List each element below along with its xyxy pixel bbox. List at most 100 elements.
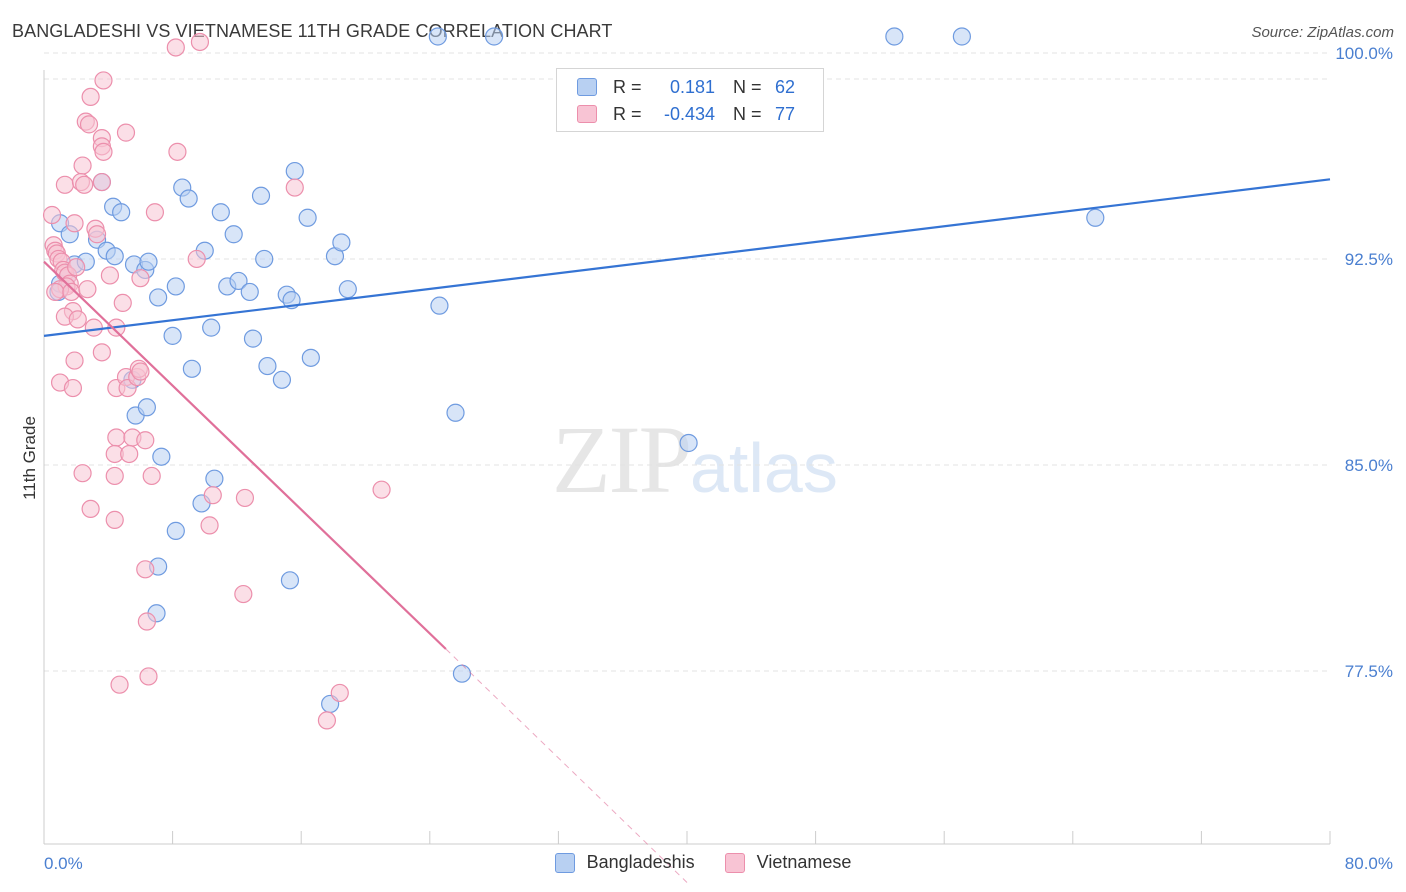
legend-n-value: 62: [775, 76, 796, 97]
vietnamese-point: [330, 683, 349, 703]
vietnamese-point: [105, 466, 124, 486]
bangladeshi-point: [428, 27, 447, 46]
label-layer: 11th Grade 0.0% 80.0% 77.5% 85.0% 92.5% 100…: [20, 44, 1393, 873]
vietnamese-point: [131, 269, 150, 288]
series-legend-bangladeshis[interactable]: Bangladeshis: [554, 852, 695, 873]
bangladeshi-point: [112, 203, 131, 222]
bangladeshi-point: [163, 326, 182, 345]
bangladeshi-point: [679, 433, 698, 453]
legend-n-label: N =: [733, 76, 762, 97]
vietnamese-point: [285, 178, 304, 197]
source-label: Source: ZipAtlas.com: [1251, 24, 1394, 41]
vietnamese-point: [105, 510, 124, 529]
bangladeshi-point: [255, 249, 274, 269]
correlation-legend: R = 0.181 N = 62 R = -0.434 N = 77: [556, 68, 824, 132]
vietnamese-point: [166, 38, 185, 57]
bangladeshi-trend-line: [43, 178, 1331, 337]
bangladeshi-point: [258, 356, 277, 376]
vietnamese-trend-extension: [445, 648, 688, 883]
vietnamese-point: [136, 560, 155, 579]
y-tick-label: 92.5%: [1345, 250, 1393, 269]
vietnamese-point: [62, 282, 81, 302]
trend-layer: [43, 178, 1331, 883]
vietnamese-point: [78, 280, 97, 299]
bangladeshi-point: [301, 348, 320, 367]
vietnamese-point: [79, 115, 99, 134]
series-swatch-blue: [554, 852, 575, 873]
vietnamese-point: [73, 156, 92, 175]
legend-row-bangladeshis: R = 0.181 N = 62: [577, 74, 795, 100]
bangladeshi-point: [240, 282, 259, 302]
series-legend-vietnamese[interactable]: Vietnamese: [724, 852, 851, 873]
bangladeshi-point: [179, 189, 198, 208]
legend-n-value: 77: [775, 103, 796, 124]
vietnamese-point: [73, 464, 92, 483]
vietnamese-point: [107, 428, 126, 447]
vietnamese-point: [190, 32, 210, 52]
watermark-zip: ZIP: [552, 406, 692, 513]
bangladeshi-point: [139, 252, 158, 271]
bangladeshi-point: [332, 233, 351, 252]
vietnamese-point: [68, 310, 87, 329]
vietnamese-point: [113, 293, 132, 313]
vietnamese-point: [120, 444, 139, 464]
vietnamese-point: [100, 266, 120, 285]
legend-swatch-pink: [577, 105, 597, 123]
y-tick-label: 85.0%: [1345, 456, 1393, 475]
vietnamese-point: [372, 480, 391, 499]
bangladeshi-point: [952, 27, 971, 46]
vietnamese-point: [200, 516, 219, 535]
vietnamese-trend-line: [43, 260, 447, 650]
bangladeshi-point: [137, 398, 156, 417]
vietnamese-point: [142, 466, 161, 486]
bangladeshi-point: [166, 521, 185, 540]
bangladeshi-point: [280, 571, 300, 590]
vietnamese-point: [65, 214, 84, 233]
vietnamese-point: [235, 488, 255, 508]
vietnamese-point: [46, 282, 65, 302]
vietnamese-point: [92, 172, 111, 192]
bangladeshi-point: [211, 203, 230, 222]
bangladeshi-point: [152, 447, 171, 466]
grid-layer: [44, 52, 1330, 672]
chart-title: BANGLADESHI VS VIETNAMESE 11TH GRADE COR…: [12, 21, 613, 41]
bangladeshi-point: [166, 277, 185, 296]
bangladeshi-point: [229, 271, 248, 291]
bangladeshi-point: [224, 225, 243, 244]
vietnamese-point: [317, 711, 337, 730]
vietnamese-point: [203, 486, 222, 505]
x-tick-label-min: 0.0%: [44, 854, 83, 873]
vietnamese-point: [75, 175, 94, 194]
vietnamese-point: [84, 318, 103, 337]
vietnamese-point: [234, 584, 253, 604]
vietnamese-point: [187, 249, 206, 269]
bangladeshi-point: [182, 359, 201, 378]
vietnamese-point: [92, 343, 111, 362]
vietnamese-point: [131, 362, 150, 381]
legend-r-value: 0.181: [669, 76, 715, 97]
x-tick-label-max: 80.0%: [1345, 854, 1393, 873]
axis-layer: [43, 70, 1331, 845]
vietnamese-point: [81, 499, 100, 519]
vietnamese-point: [139, 667, 158, 686]
vietnamese-point: [65, 351, 84, 370]
vietnamese-point: [116, 123, 136, 142]
bangladeshi-point: [430, 296, 449, 315]
legend-swatch-blue: [577, 78, 597, 96]
series-label: Bangladeshis: [586, 852, 695, 872]
vietnamese-point: [94, 71, 113, 90]
y-axis-label: 11th Grade: [20, 416, 39, 500]
vietnamese-point: [42, 205, 62, 225]
vietnamese-point: [81, 87, 100, 107]
vietnamese-point: [110, 675, 129, 694]
bangladeshi-point: [885, 27, 904, 46]
legend-row-vietnamese: R = -0.434 N = 77: [577, 101, 795, 127]
y-tick-label: 77.5%: [1345, 662, 1393, 681]
bangladeshi-point: [243, 329, 263, 348]
bangladeshi-point: [485, 27, 504, 46]
legend-r-value: -0.434: [663, 103, 715, 124]
vietnamese-point: [94, 142, 113, 161]
bangladeshi-point: [285, 161, 304, 181]
bangladeshi-point: [205, 469, 224, 488]
